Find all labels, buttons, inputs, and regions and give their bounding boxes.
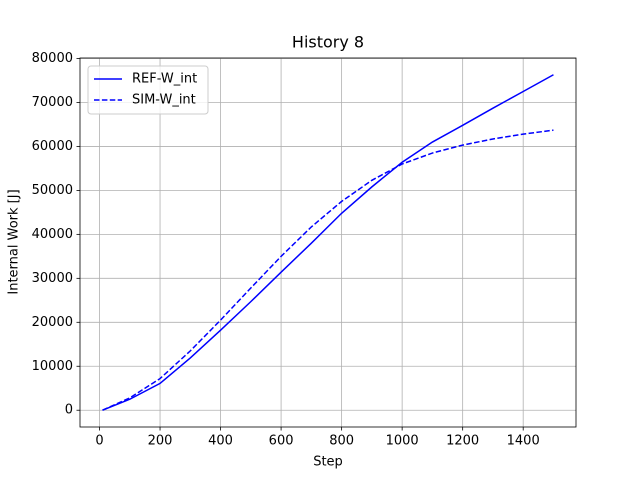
y-tick-label: 30000 xyxy=(32,271,73,286)
y-tick-label: 40000 xyxy=(32,227,73,242)
x-axis-label: Step xyxy=(313,455,343,470)
chart-title: History 8 xyxy=(292,33,364,52)
data-line xyxy=(102,129,554,411)
y-tick-label: 0 xyxy=(65,403,73,418)
data-line xyxy=(102,74,554,411)
legend-box xyxy=(87,65,209,115)
legend-label: REF-W_int xyxy=(132,72,197,87)
y-tick-label: 20000 xyxy=(32,315,73,330)
y-axis-label: Internal Work [J] xyxy=(7,189,22,294)
x-tick-label: 600 xyxy=(269,434,294,449)
y-tick-label: 10000 xyxy=(32,359,73,374)
x-tick-label: 1200 xyxy=(446,434,479,449)
y-tick-label: 50000 xyxy=(32,183,73,198)
x-tick-label: 400 xyxy=(208,434,233,449)
x-tick-label: 0 xyxy=(95,434,103,449)
y-tick-label: 60000 xyxy=(32,139,73,154)
legend-label: SIM-W_int xyxy=(132,93,196,108)
x-tick-label: 1000 xyxy=(386,434,419,449)
x-tick-label: 200 xyxy=(148,434,173,449)
plot-frame xyxy=(79,57,577,428)
x-tick-label: 800 xyxy=(329,434,354,449)
y-tick-label: 70000 xyxy=(32,95,73,110)
x-tick-label: 1400 xyxy=(507,434,540,449)
y-tick-label: 80000 xyxy=(32,51,73,66)
